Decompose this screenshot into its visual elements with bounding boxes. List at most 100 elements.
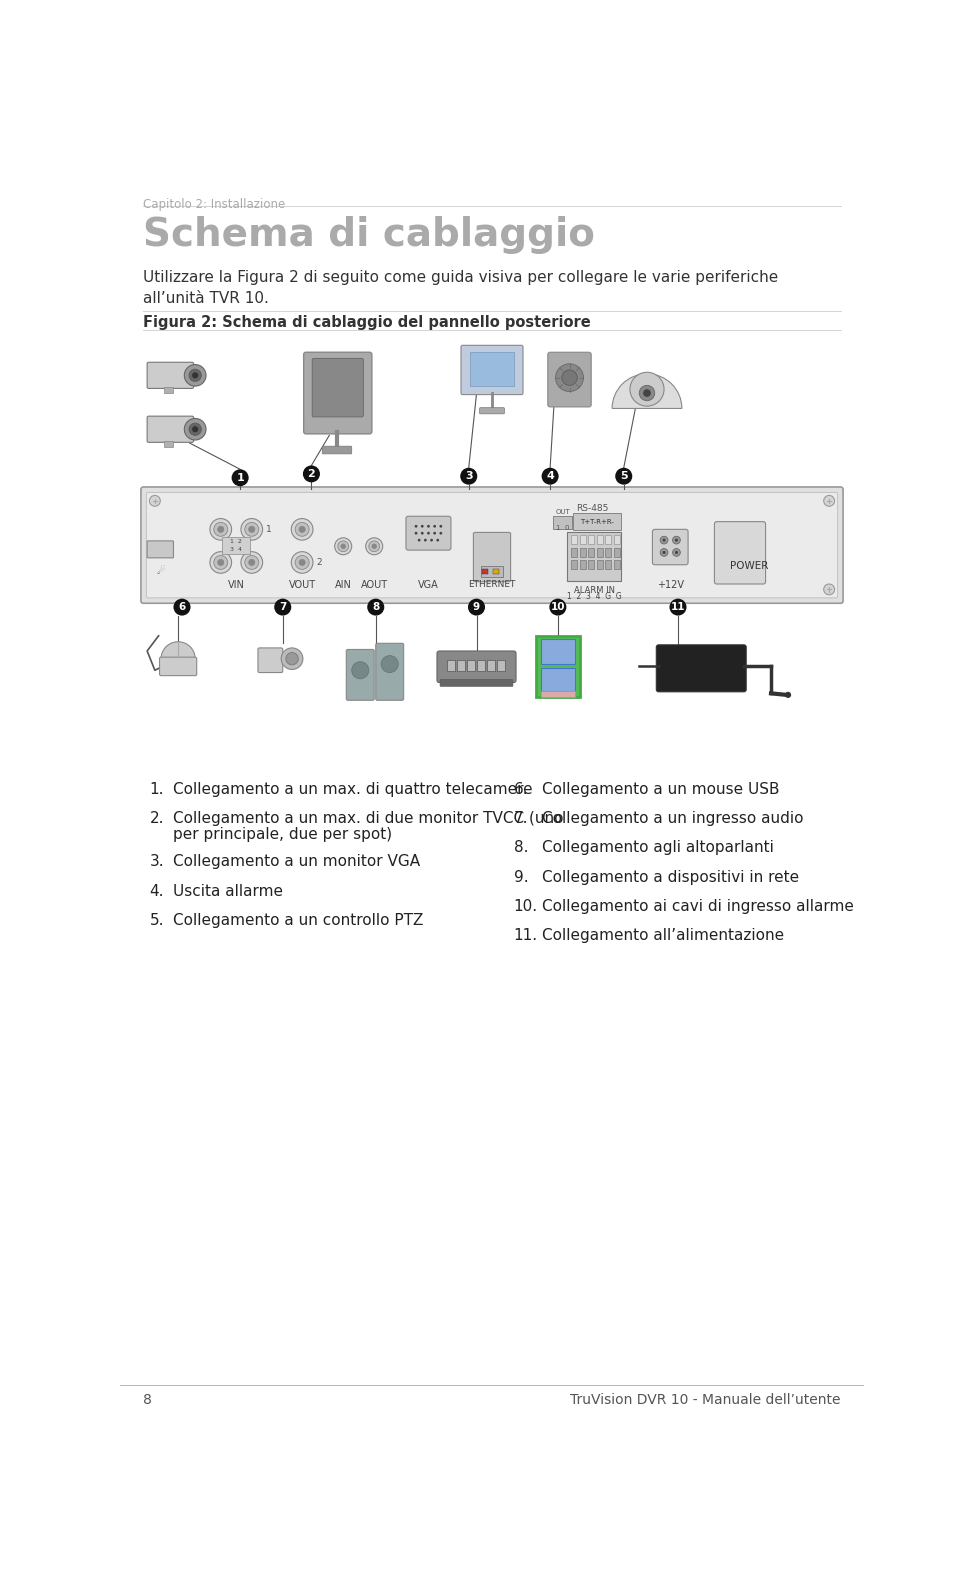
Circle shape [369, 540, 379, 551]
Circle shape [415, 524, 418, 528]
Circle shape [549, 598, 566, 616]
Circle shape [615, 468, 633, 485]
FancyBboxPatch shape [580, 536, 586, 543]
Circle shape [437, 539, 439, 542]
Circle shape [295, 556, 309, 570]
Circle shape [189, 424, 202, 435]
Text: Collegamento a un controllo PTZ: Collegamento a un controllo PTZ [173, 913, 423, 928]
FancyBboxPatch shape [470, 353, 514, 386]
Wedge shape [161, 641, 195, 658]
FancyBboxPatch shape [596, 536, 603, 543]
Circle shape [675, 551, 678, 554]
Text: Collegamento ai cavi di ingresso allarme: Collegamento ai cavi di ingresso allarme [542, 899, 854, 914]
Text: Utilizzare la Figura 2 di seguito come guida visiva per collegare le varie perif: Utilizzare la Figura 2 di seguito come g… [143, 269, 779, 306]
Text: Collegamento all’alimentazione: Collegamento all’alimentazione [542, 928, 784, 943]
Circle shape [291, 518, 313, 540]
Circle shape [430, 539, 433, 542]
Text: RS-485: RS-485 [577, 504, 609, 513]
FancyBboxPatch shape [613, 536, 620, 543]
Text: per principale, due per spot): per principale, due per spot) [173, 827, 392, 841]
Circle shape [338, 540, 348, 551]
Circle shape [433, 532, 436, 534]
FancyBboxPatch shape [164, 441, 174, 447]
Text: 9.: 9. [514, 869, 528, 885]
Text: 7.: 7. [514, 811, 528, 827]
FancyBboxPatch shape [714, 521, 765, 584]
Text: AIN: AIN [335, 580, 351, 591]
Circle shape [184, 364, 206, 386]
Circle shape [824, 496, 834, 506]
FancyBboxPatch shape [141, 487, 843, 603]
Text: Figura 2: Schema di cablaggio del pannello posteriore: Figura 2: Schema di cablaggio del pannel… [143, 315, 591, 329]
FancyBboxPatch shape [605, 548, 612, 558]
Text: 7: 7 [279, 602, 286, 613]
Circle shape [440, 532, 443, 534]
Text: Collegamento a un max. di due monitor TVCC (uno: Collegamento a un max. di due monitor TV… [173, 811, 564, 827]
Text: Schema di cablaggio: Schema di cablaggio [143, 216, 595, 254]
FancyBboxPatch shape [588, 548, 594, 558]
FancyBboxPatch shape [457, 660, 465, 671]
FancyBboxPatch shape [571, 561, 577, 570]
Circle shape [433, 524, 436, 528]
FancyBboxPatch shape [303, 353, 372, 433]
Text: AOUT: AOUT [361, 580, 388, 591]
Circle shape [541, 468, 559, 485]
FancyBboxPatch shape [571, 548, 577, 558]
Text: 10: 10 [551, 602, 565, 613]
Text: 3: 3 [465, 471, 472, 482]
Text: 2: 2 [307, 469, 315, 479]
FancyBboxPatch shape [605, 561, 612, 570]
Text: POWER: POWER [731, 561, 769, 572]
Text: ☄: ☄ [156, 565, 165, 576]
FancyBboxPatch shape [540, 691, 575, 698]
Circle shape [415, 532, 418, 534]
Text: 4: 4 [546, 471, 554, 482]
FancyBboxPatch shape [580, 548, 586, 558]
Circle shape [295, 523, 309, 536]
Circle shape [210, 518, 231, 540]
Circle shape [214, 556, 228, 570]
Circle shape [673, 536, 681, 543]
Circle shape [368, 598, 384, 616]
Text: Collegamento a un mouse USB: Collegamento a un mouse USB [542, 781, 780, 797]
Circle shape [785, 691, 791, 698]
Text: 6: 6 [179, 602, 185, 613]
Text: Collegamento a un ingresso audio: Collegamento a un ingresso audio [542, 811, 804, 827]
FancyBboxPatch shape [164, 387, 174, 394]
Circle shape [418, 539, 420, 542]
Circle shape [275, 598, 291, 616]
Circle shape [424, 539, 427, 542]
Text: 6.: 6. [514, 781, 528, 797]
Circle shape [630, 372, 664, 406]
Text: 9: 9 [473, 602, 480, 613]
FancyBboxPatch shape [323, 446, 351, 454]
FancyBboxPatch shape [571, 536, 577, 543]
FancyBboxPatch shape [406, 517, 451, 550]
FancyBboxPatch shape [437, 650, 516, 682]
Circle shape [341, 543, 346, 548]
Circle shape [249, 526, 254, 532]
FancyBboxPatch shape [147, 540, 174, 558]
Circle shape [249, 559, 254, 565]
FancyBboxPatch shape [567, 532, 621, 581]
FancyBboxPatch shape [613, 548, 620, 558]
FancyBboxPatch shape [653, 529, 688, 565]
FancyBboxPatch shape [258, 647, 283, 673]
Text: 2: 2 [316, 558, 322, 567]
FancyBboxPatch shape [488, 660, 495, 671]
Text: 8: 8 [143, 1392, 152, 1406]
Circle shape [420, 532, 423, 534]
Circle shape [351, 662, 369, 679]
Text: VGA: VGA [418, 580, 439, 591]
Circle shape [192, 372, 199, 378]
FancyBboxPatch shape [573, 513, 621, 531]
Text: Capitolo 2: Installazione: Capitolo 2: Installazione [143, 198, 285, 211]
Circle shape [291, 551, 313, 573]
Circle shape [562, 370, 577, 386]
Circle shape [286, 652, 299, 665]
Circle shape [556, 364, 584, 392]
Text: OUT: OUT [555, 509, 570, 515]
FancyBboxPatch shape [553, 517, 572, 529]
Circle shape [440, 524, 443, 528]
Circle shape [192, 427, 199, 432]
